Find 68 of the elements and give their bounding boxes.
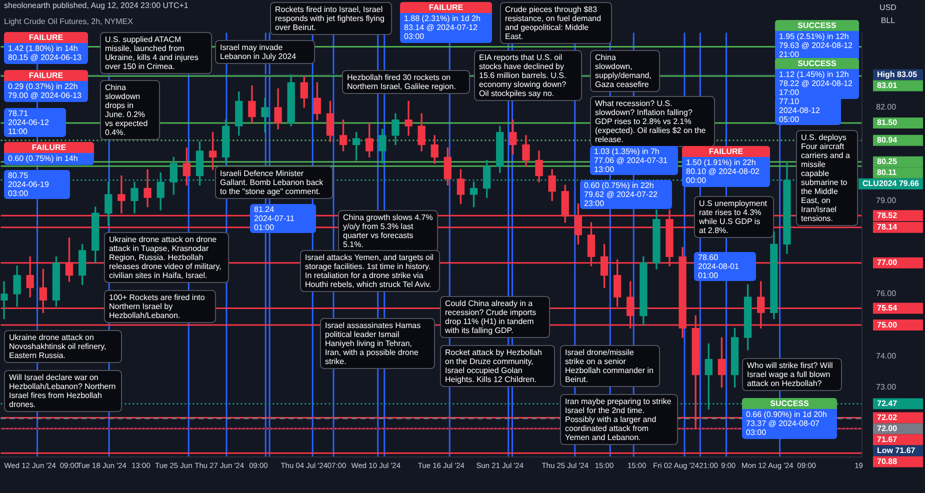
label-box: FAILURE 1.50 (1.91%) in 22h 80.10 @ 2024-08-02 00:00 — [682, 146, 770, 187]
label-box: FAILURE 0.60 (0.75%) in 14h — [4, 142, 94, 165]
label-box: SUCCESS 1.95 (2.51%) in 12h 79.63 @ 2024-08-12 21:00 — [775, 20, 859, 61]
callout-box: U.S unemployment rate rises to 4.3% while U.S GDP is at 2.8%. — [694, 196, 774, 238]
ref-line-label: 78.14 — [877, 222, 898, 232]
label-box: 0.60 (0.75%) in 22h 79.62 @ 2024-07-22 23:00 — [580, 180, 672, 209]
ref-line-label: 80.11 — [877, 168, 898, 178]
callout-box: Israel may invade Lebanon in July 2024 — [215, 40, 315, 64]
label-box: 78.60 2024-08-01 01:00 — [694, 252, 756, 281]
callout-box: Who will strike first? Will Israel wage a full blown attack on Hezbollah? — [742, 358, 842, 391]
candlestick — [0, 281, 8, 320]
ref-line-label: 75.00 — [877, 320, 898, 330]
callout-box: Ukraine drone attack on drone attack in Tuapse, Krasnodar Region, Russia. Hezbollah releases drone video of military, civilian sites in Haifa, Israel. — [104, 232, 229, 283]
label-box: 78.71 2024-06-12 11:00 — [4, 108, 66, 137]
ref-line-label: 83.01 — [877, 80, 898, 90]
ref-line-label: 75.54 — [877, 303, 898, 312]
callout-box: Crude pieces through $83 resistance, on fuel demand and geopolitical: Middle East. — [500, 2, 612, 44]
ref-line-label: 71.67 — [877, 434, 898, 444]
chart-subtitle: sheolonearth published, Aug 12, 2024 23:00 UTC+1 — [4, 1, 188, 10]
label-box: FAILURE 1.42 (1.80%) in 14h 80.15 @ 2024-06-13 — [4, 32, 88, 64]
callout-box: Iran maybe preparing to strike Israel for the 2nd time. Possibly with a larger and coordinated attack from Yemen and Lebanon. — [560, 394, 678, 445]
y-tick-label: 82.00 — [876, 102, 897, 112]
callout-box: Israeli Defence Minister Gallant. Bomb Lebanon back to the "stone age" comment. — [215, 166, 333, 199]
callout-box: Ukraine drone attack on Novoshakhtinsk oil refinery, Eastern Russia. — [4, 330, 122, 363]
callout-box: Could China already in a recession? Crude imports drop 11% (H1) in tandem with its falling GDP. — [440, 296, 550, 338]
label-box: FAILURE 1.88 (2.31%) in 1d 2h 83.14 @ 2024-07-12 03:00 — [400, 2, 492, 43]
y-tick-label: 74.00 — [876, 351, 897, 360]
callout-box: Israel attacks Yemen, and targets oil storage facilities. 1st time in history. In retaliation for a drone strike via Houthi rebels, which struck Tel Aviv. — [300, 250, 440, 292]
ref-line-label: 80.94 — [877, 136, 898, 145]
ref-line-label: 81.50 — [877, 118, 898, 128]
callout-box: China growth slows 4.7% y/o/y from 5.3% last quarter vs forecasts 5.1%. — [338, 210, 438, 252]
ref-line-label: 78.52 — [877, 210, 898, 220]
callout-box: U.S. supplied ATACM missile, launched from Ukraine, kills 4 and injures over 150 in Crimea. — [100, 32, 212, 74]
callout-box: Israel assassinates Hamas political leader Ismail Haniyeh living in Tehran, Iran, with a possible drone strike. — [320, 318, 435, 369]
callout-box: 100+ Rockets are fired into Northern Israel by Hezbollah/Lebanon. — [104, 290, 216, 323]
callout-box: What recession? U.S. slowdown? Inflation falling? GDP rises to 2.8% vs 2.1% (expected). Oil rallies $2 on the release. — [590, 96, 715, 147]
ref-line-label: Low 71.67 — [877, 446, 916, 455]
ref-line-label: 72.00 — [877, 424, 898, 433]
label-box: 80.75 2024-06-19 03:00 — [4, 170, 70, 199]
label-box: 77.10 2024-08-12 05:00 — [775, 96, 841, 125]
callout-box: Hezbollah fired 30 rockets on Northern Israel, Galilee region. — [342, 70, 470, 94]
ref-line-label: 80.25 — [877, 157, 898, 166]
ref-line-label: 72.02 — [877, 412, 898, 422]
text: BLL — [880, 16, 896, 25]
callout-box: China slowdown drops in June. 0.2% vs expected 0.4%. — [100, 80, 160, 140]
chart-title: Light Crude Oil Futures, 2h, NYMEX — [4, 17, 133, 26]
label-box: 81.24 2024-07-11 01:00 — [250, 204, 316, 233]
callout-box: China slowdown, supply/demand, Gaza ceasefire — [590, 50, 660, 92]
text: USD — [878, 3, 898, 12]
ref-line-label: High 83.05 — [877, 70, 918, 79]
ref-line-label: CLU2024 79.66 — [862, 179, 920, 188]
candlestick — [404, 100, 412, 136]
callout-box: Rockets fired into Israel, Israel responds with jet fighters flying over Beirut. — [270, 2, 392, 35]
label-box: FAILURE 0.29 (0.37%) in 22h 79.00 @ 2024-06-13 — [4, 70, 88, 102]
callout-box: U.S. deploys Four aircraft carriers and a missile capable submarine to the Middle East, on Iran/Israel tensions. — [796, 130, 858, 226]
y-tick-label: 76.00 — [876, 289, 897, 298]
ref-line-label: 72.47 — [877, 398, 898, 408]
callout-box: Will Israel declare war on Hezbollah/Lebanon? Northern Israel fires from Hezbollah drones. — [4, 370, 122, 412]
ref-line-label: 77.00 — [877, 258, 898, 268]
callout-box: EIA reports that U.S. oil stocks have declined by 15.6 million barrels. U.S. economy slowing down? Oil stockpiles say no. — [474, 50, 582, 101]
label-box: SUCCESS 1.12 (1.45%) in 12h 78.22 @ 2024-08-12 17:00 — [775, 58, 859, 99]
label-box: SUCCESS 0.66 (0.90%) in 1d 20h 73.37 @ 2024-08-07 03:00 — [742, 398, 837, 439]
ref-line-label: 70.88 — [877, 456, 898, 466]
callout-box: Rocket attack by Hezbollah on the Druze community, Israel occupied Golan Heights. Kills 12 Children. — [440, 345, 555, 387]
label-box: 1.03 (1.35%) in 7h 77.06 @ 2024-07-31 13:00 — [590, 146, 678, 175]
callout-box: Israel drone/missile strike on a senior Hezbollah commander in Beirut. — [560, 345, 660, 387]
y-tick-label: 73.00 — [876, 382, 897, 392]
y-tick-label: 79.00 — [876, 196, 897, 205]
